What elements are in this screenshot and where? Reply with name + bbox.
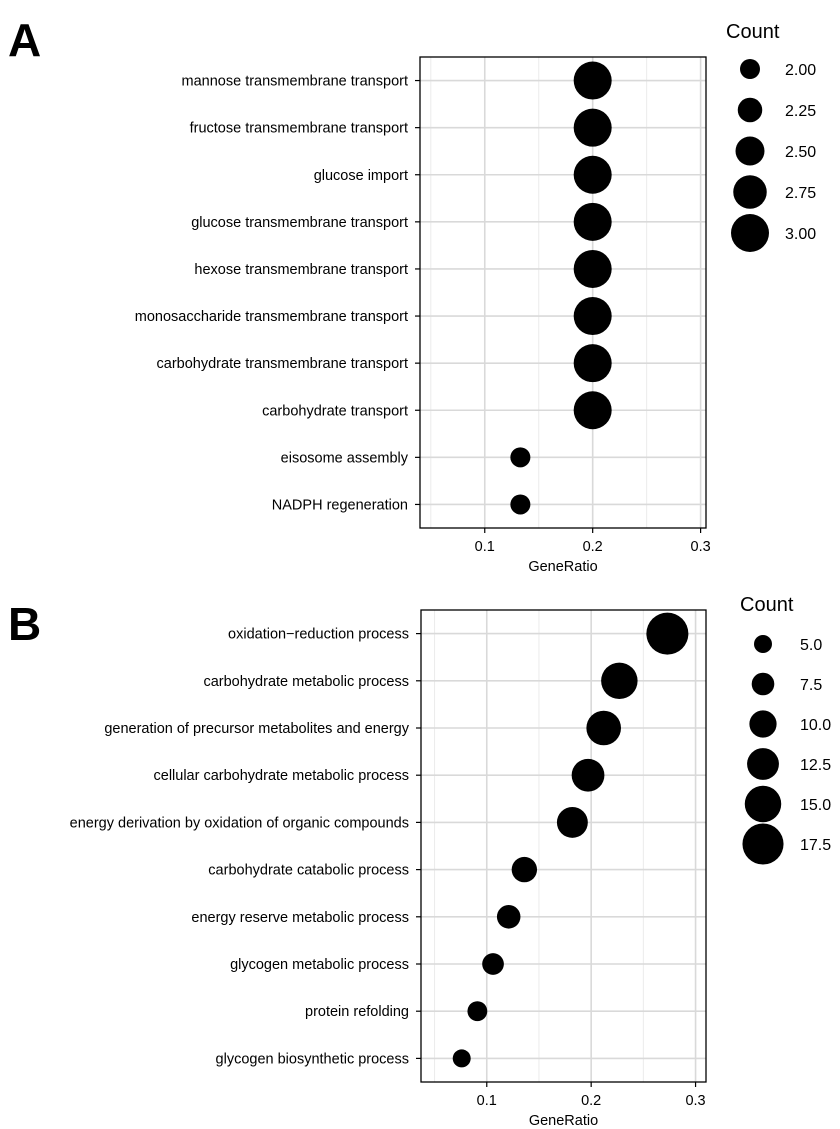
category-label: cellular carbohydrate metabolic process bbox=[154, 768, 410, 784]
x-tick-label: 0.3 bbox=[691, 539, 711, 555]
legend-label: 2.50 bbox=[785, 144, 816, 161]
x-tick-label: 0.3 bbox=[685, 1093, 705, 1109]
legend-key bbox=[747, 748, 779, 780]
legend-label: 5.0 bbox=[800, 637, 822, 654]
legend-key bbox=[751, 672, 775, 696]
data-point bbox=[467, 1001, 488, 1022]
category-label: glycogen biosynthetic process bbox=[216, 1051, 409, 1067]
data-point bbox=[573, 391, 612, 430]
legend-label: 2.25 bbox=[785, 103, 816, 120]
category-label: energy reserve metabolic process bbox=[191, 910, 409, 926]
data-point bbox=[452, 1049, 471, 1068]
data-point bbox=[573, 202, 612, 241]
category-label: carbohydrate catabolic process bbox=[208, 863, 409, 879]
data-point bbox=[510, 494, 531, 515]
data-point bbox=[573, 108, 612, 147]
category-label: oxidation−reduction process bbox=[228, 627, 409, 643]
category-label: carbohydrate transmembrane transport bbox=[157, 356, 408, 372]
legend-key bbox=[754, 635, 772, 653]
legend-label: 3.00 bbox=[785, 226, 816, 243]
category-label: glycogen metabolic process bbox=[230, 957, 409, 973]
legend-label: 2.00 bbox=[785, 62, 816, 79]
legend-label: 17.5 bbox=[800, 837, 831, 854]
plot-border bbox=[419, 56, 707, 529]
data-point bbox=[496, 905, 521, 929]
legend-title: Count bbox=[726, 21, 780, 43]
data-point bbox=[586, 710, 621, 746]
category-label: NADPH regeneration bbox=[272, 497, 408, 513]
legend-label: 2.75 bbox=[785, 185, 816, 202]
category-label: carbohydrate transport bbox=[262, 403, 408, 419]
category-label: glucose import bbox=[314, 168, 408, 184]
data-point bbox=[646, 612, 689, 655]
category-label: eisosome assembly bbox=[281, 450, 409, 466]
data-point bbox=[482, 953, 504, 975]
data-point bbox=[511, 856, 538, 883]
legend-label: 10.0 bbox=[800, 717, 831, 734]
legend-key bbox=[731, 214, 769, 252]
data-point bbox=[601, 662, 638, 700]
panel-label-a: A bbox=[8, 14, 41, 66]
legend-key bbox=[737, 97, 763, 123]
data-point bbox=[573, 297, 612, 336]
category-label: hexose transmembrane transport bbox=[194, 262, 408, 278]
legend-key bbox=[742, 823, 784, 865]
category-label: carbohydrate metabolic process bbox=[203, 674, 409, 690]
legend-label: 15.0 bbox=[800, 797, 831, 814]
category-label: generation of precursor metabolites and … bbox=[104, 721, 409, 737]
legend-key bbox=[749, 710, 777, 738]
dot-plot-b: oxidation−reduction process carbohydrate … bbox=[70, 594, 832, 1129]
legend-title: Count bbox=[740, 594, 794, 616]
data-point bbox=[573, 61, 612, 100]
legend-label: 12.5 bbox=[800, 757, 831, 774]
x-tick-label: 0.1 bbox=[475, 539, 495, 555]
category-label: glucose transmembrane transport bbox=[191, 215, 408, 231]
category-label: mannose transmembrane transport bbox=[182, 74, 408, 90]
category-label: protein refolding bbox=[305, 1004, 409, 1020]
legend-key bbox=[744, 785, 782, 823]
plot-border bbox=[420, 609, 707, 1083]
data-point bbox=[573, 155, 612, 194]
panel-label-b: B bbox=[8, 598, 41, 650]
data-point bbox=[510, 447, 531, 468]
x-axis-title: GeneRatio bbox=[528, 559, 597, 575]
legend-label: 7.5 bbox=[800, 677, 822, 694]
dot-plot-a: mannose transmembrane transport fructose … bbox=[135, 21, 816, 575]
legend-key bbox=[740, 59, 760, 79]
data-point bbox=[556, 806, 588, 838]
x-tick-label: 0.2 bbox=[583, 539, 603, 555]
category-label: monosaccharide transmembrane transport bbox=[135, 309, 408, 325]
data-point bbox=[573, 249, 612, 288]
x-axis-title: GeneRatio bbox=[529, 1113, 598, 1129]
legend-key bbox=[733, 175, 767, 209]
data-point bbox=[571, 758, 605, 792]
category-label: fructose transmembrane transport bbox=[190, 121, 408, 137]
data-point bbox=[573, 344, 612, 383]
legend-key bbox=[735, 136, 765, 166]
x-tick-label: 0.2 bbox=[581, 1093, 601, 1109]
category-label: energy derivation by oxidation of organi… bbox=[70, 815, 409, 831]
x-tick-label: 0.1 bbox=[477, 1093, 497, 1109]
